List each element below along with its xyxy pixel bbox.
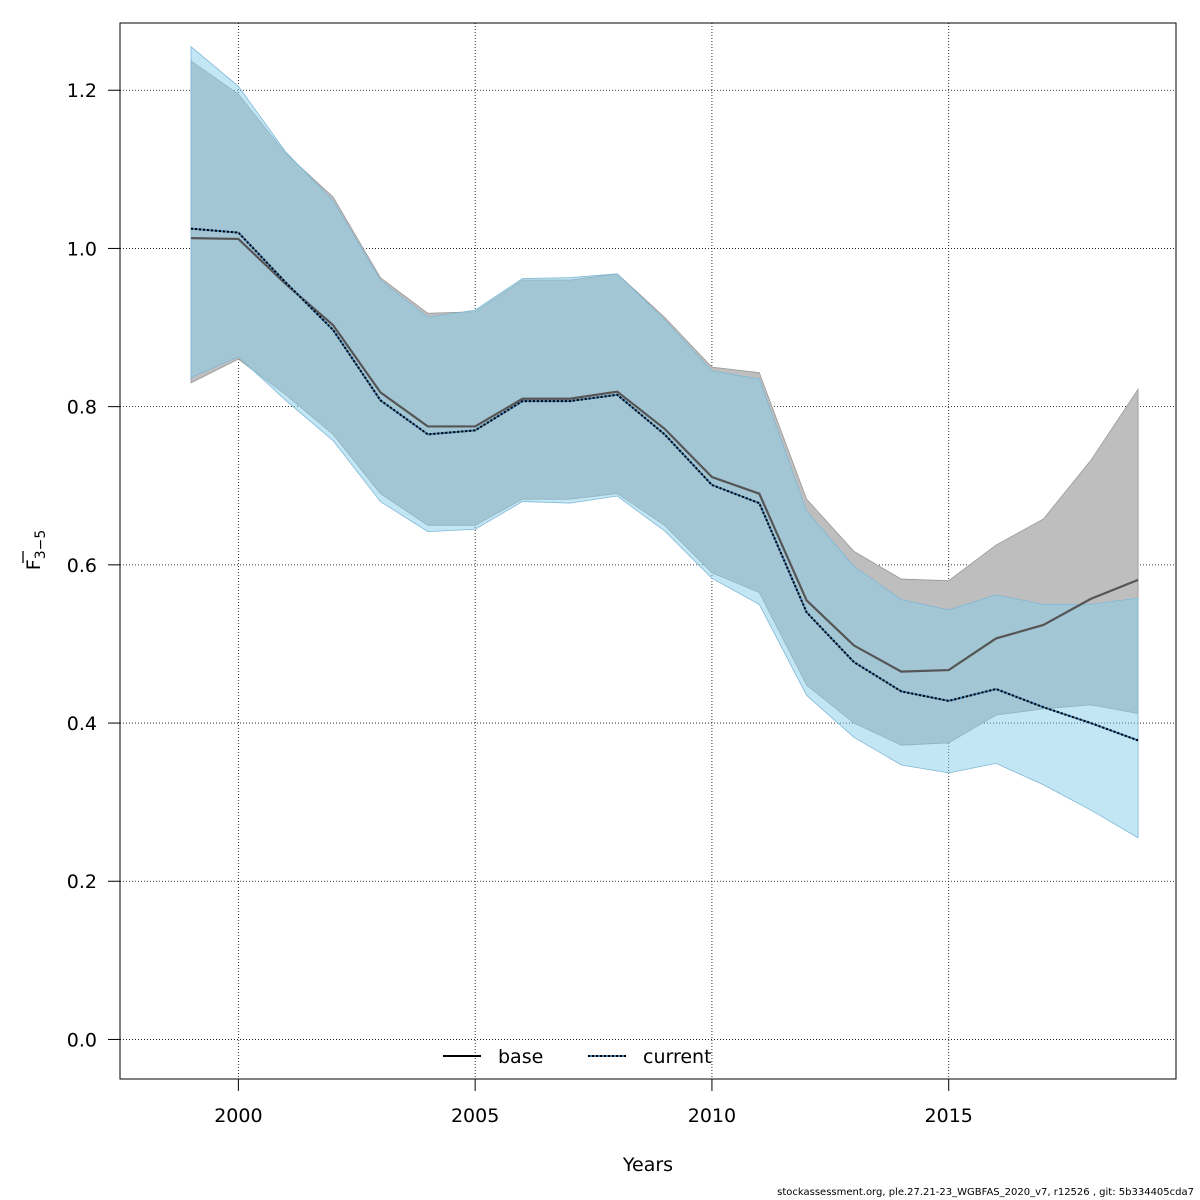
svg-text:F3−5: F3−5	[23, 530, 49, 570]
y-axis-title-main: F	[23, 559, 45, 570]
y-axis-title: F3−5	[22, 530, 49, 570]
footer-credit: stockassessment.org, ple.27.21-23_WGBFAS…	[777, 1187, 1194, 1198]
x-tick-label-2005: 2005	[451, 1105, 499, 1127]
legend-label-current: current	[643, 1046, 712, 1068]
y-tick-label-0.4: 0.4	[67, 713, 97, 735]
y-tick-label-0.8: 0.8	[67, 397, 97, 419]
confidence-bands	[190, 45, 1139, 839]
line-base	[191, 237, 1139, 673]
legend: base current	[443, 1046, 712, 1068]
x-axis: 2000 2005 2010 2015	[214, 1079, 973, 1127]
x-axis-title: Years	[622, 1154, 673, 1176]
y-axis-title-sub: 3−5	[33, 530, 49, 560]
y-axis: 0.0 0.2 0.4 0.6 0.8 1.0 1.2	[67, 80, 120, 1051]
y-tick-label-0.2: 0.2	[67, 871, 97, 893]
series-lines	[190, 227, 1139, 742]
x-tick-label-2000: 2000	[214, 1105, 262, 1127]
band-current	[190, 45, 1139, 839]
y-tick-label-1.2: 1.2	[67, 80, 97, 102]
y-tick-label-0.6: 0.6	[67, 555, 97, 577]
x-tick-label-2010: 2010	[688, 1105, 736, 1127]
x-tick-label-2015: 2015	[925, 1105, 973, 1127]
y-tick-label-1.0: 1.0	[67, 238, 97, 260]
plot-frame	[119, 22, 1177, 1080]
legend-label-base: base	[498, 1046, 543, 1068]
y-tick-label-0.0: 0.0	[67, 1029, 97, 1051]
line-current-under	[190, 227, 1139, 742]
